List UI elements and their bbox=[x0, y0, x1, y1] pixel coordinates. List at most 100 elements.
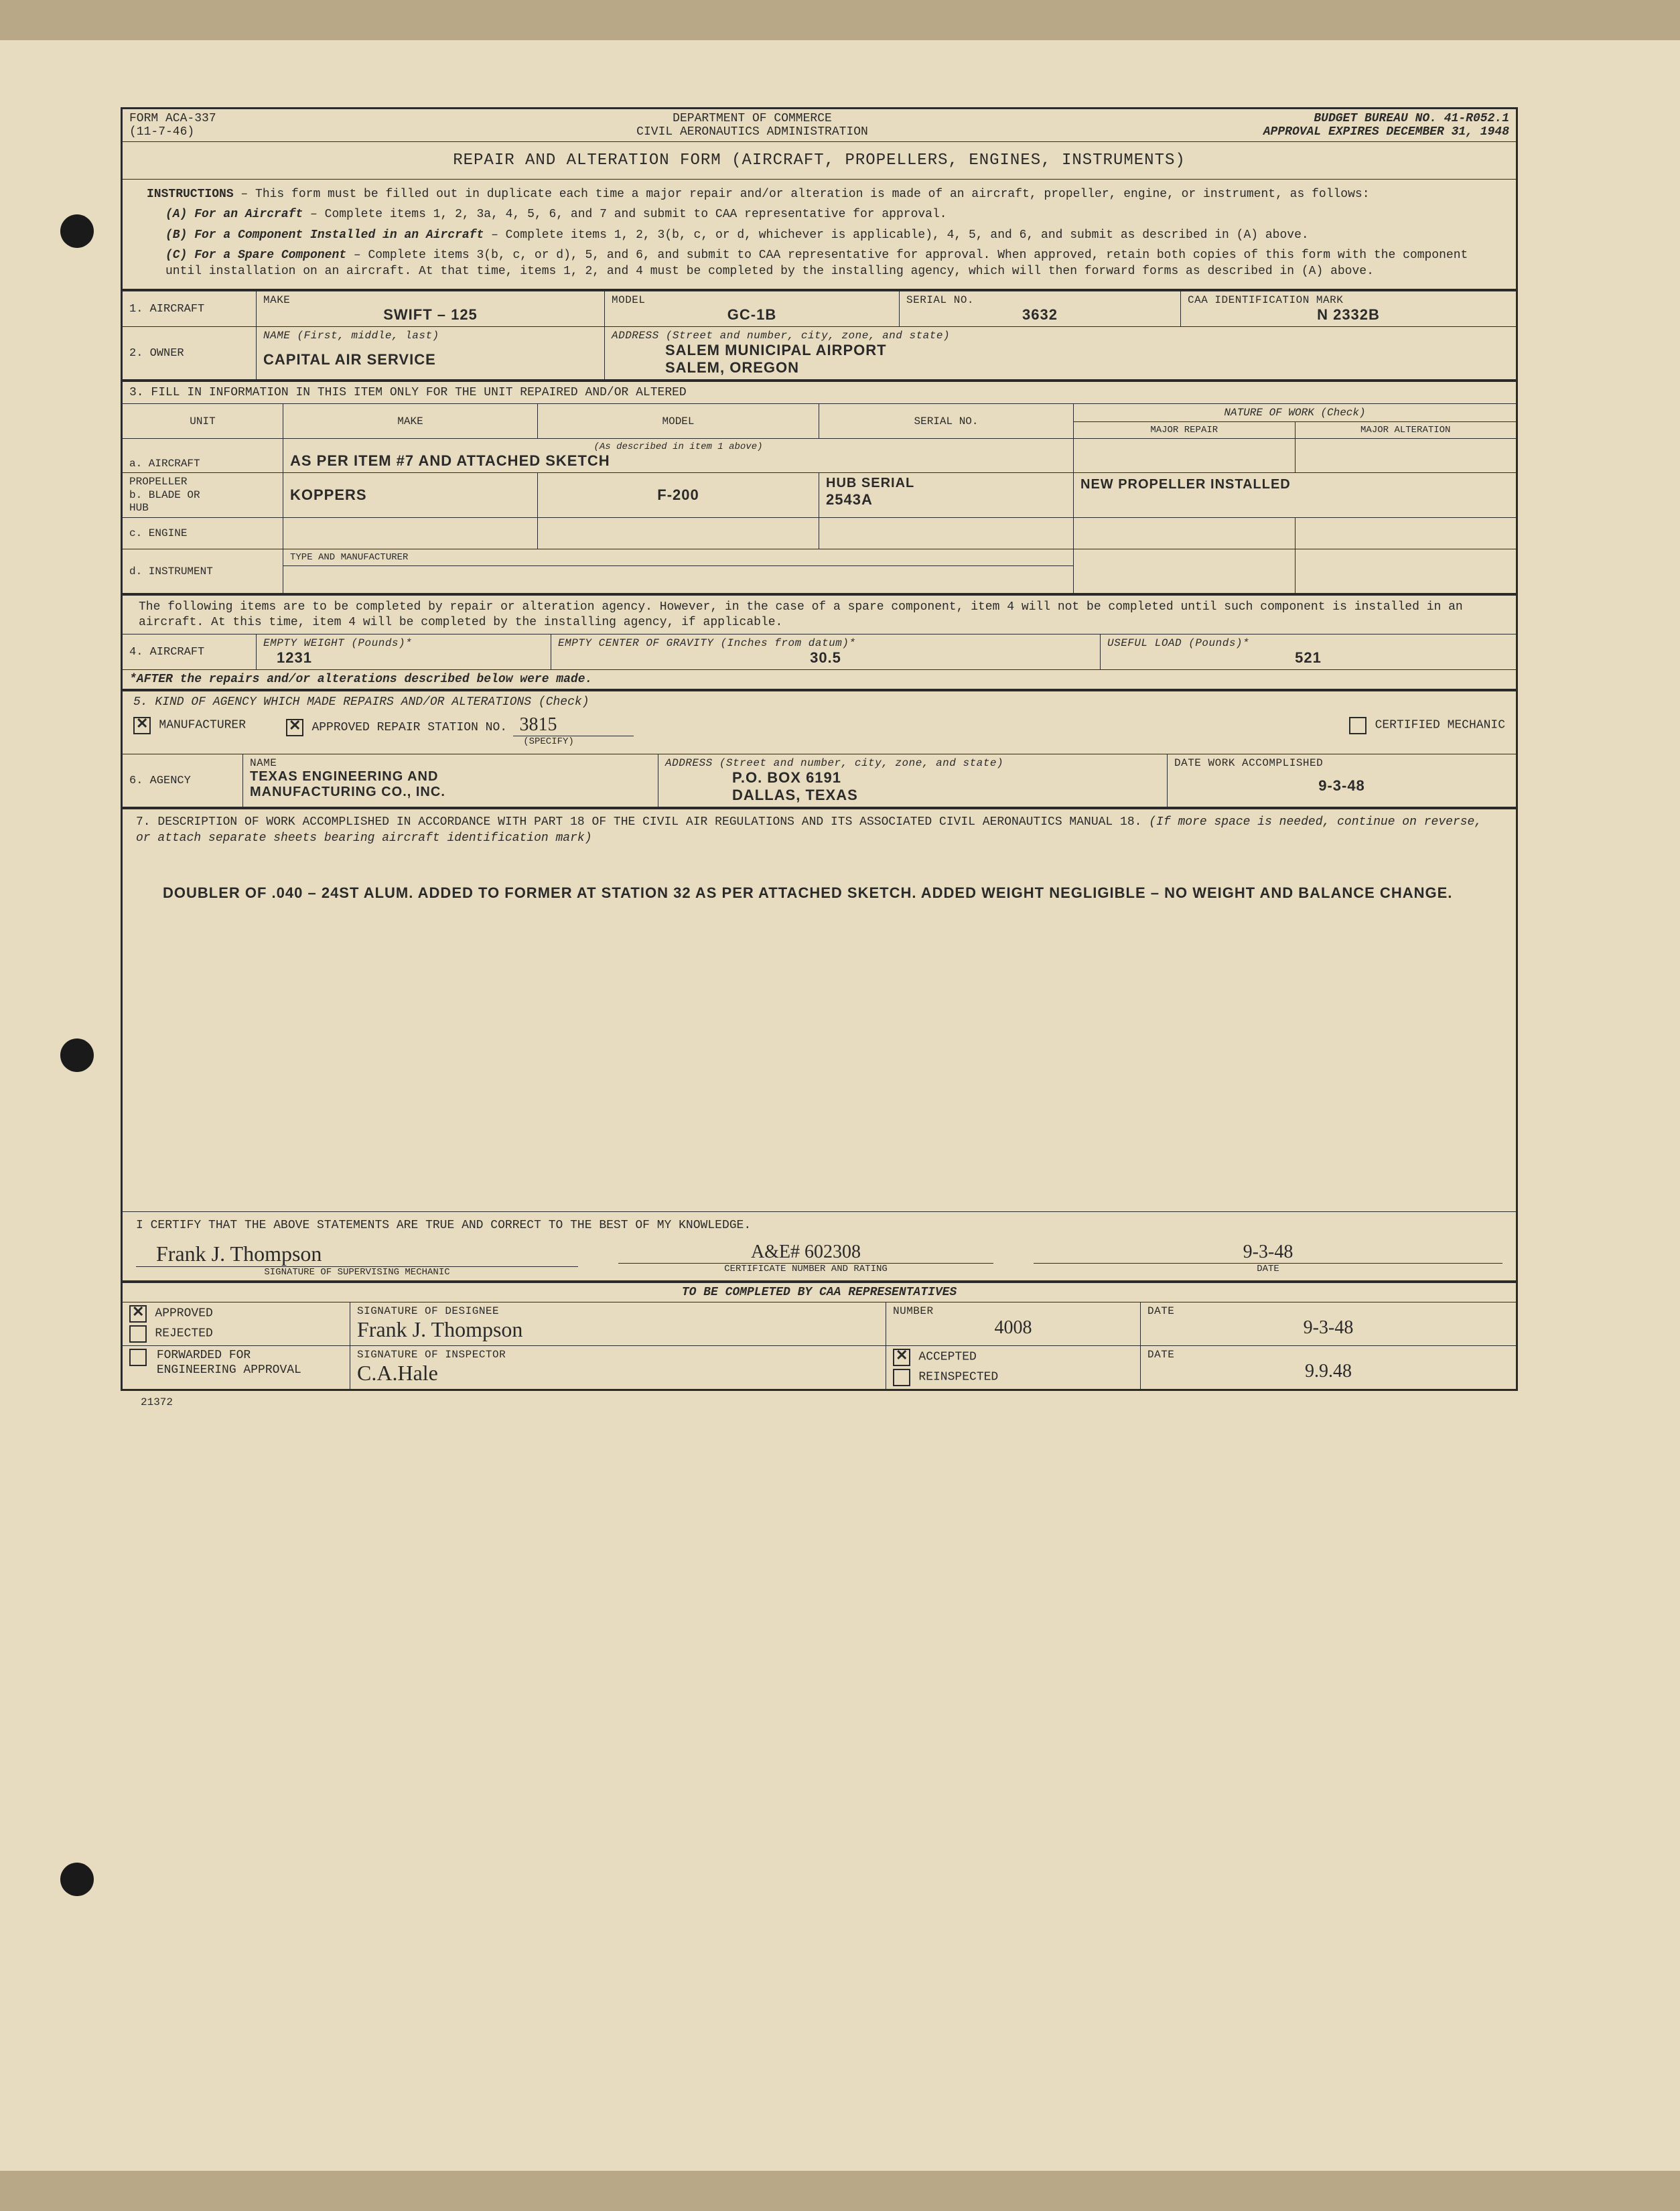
ew-label: EMPTY WEIGHT (Pounds)* bbox=[263, 637, 544, 649]
empty-weight: 1231 bbox=[263, 649, 544, 667]
hdr-serial: SERIAL NO. bbox=[819, 404, 1074, 438]
empty-cg: 30.5 bbox=[558, 649, 1093, 667]
hdr-nature: NATURE OF WORK (Check) bbox=[1074, 404, 1516, 422]
fwd-checkbox[interactable] bbox=[129, 1349, 147, 1366]
mid-note-row: The following items are to be completed … bbox=[123, 594, 1516, 634]
caa-row2: FORWARDED FOR ENGINEERING APPROVAL SIGNA… bbox=[123, 1346, 1516, 1389]
instr-c: (C) For a Spare Component – Complete ite… bbox=[147, 247, 1492, 280]
title-row: REPAIR AND ALTERATION FORM (AIRCRAFT, PR… bbox=[123, 142, 1516, 180]
mechanic-signature: Frank J. Thompson bbox=[136, 1242, 578, 1267]
model-label: MODEL bbox=[612, 294, 892, 306]
owner-addr-label: ADDRESS (Street and number, city, zone, … bbox=[612, 330, 1509, 342]
reinspected-checkbox[interactable] bbox=[893, 1369, 910, 1386]
caa-date1-label: DATE bbox=[1147, 1305, 1509, 1317]
cert-date-label: DATE bbox=[1034, 1264, 1502, 1274]
form-container: FORM ACA-337 (11-7-46) DEPARTMENT OF COM… bbox=[121, 107, 1518, 1391]
cert-statement: I CERTIFY THAT THE ABOVE STATEMENTS ARE … bbox=[136, 1219, 1502, 1232]
caa-date1: 9-3-48 bbox=[1147, 1317, 1509, 1339]
owner-addr2: SALEM, OREGON bbox=[612, 359, 1509, 377]
caa-date2: 9.9.48 bbox=[1147, 1361, 1509, 1382]
designee-signature: Frank J. Thompson bbox=[357, 1317, 879, 1342]
caa-date2-label: DATE bbox=[1147, 1349, 1509, 1361]
prop-make: KOPPERS bbox=[290, 486, 367, 504]
instr-b: (B) For a Component Installed in an Airc… bbox=[147, 227, 1492, 243]
agency-name2: MANUFACTURING CO., INC. bbox=[250, 785, 651, 800]
item1-row: 1. AIRCRAFT MAKE SWIFT – 125 MODEL GC-1B… bbox=[123, 289, 1516, 327]
item6-row: 6. AGENCY NAME TEXAS ENGINEERING AND MAN… bbox=[123, 754, 1516, 807]
header-row: FORM ACA-337 (11-7-46) DEPARTMENT OF COM… bbox=[123, 109, 1516, 142]
approved-checkbox[interactable] bbox=[129, 1305, 147, 1323]
certmech-checkbox[interactable] bbox=[1349, 717, 1367, 734]
sig-label: SIGNATURE OF SUPERVISING MECHANIC bbox=[136, 1267, 578, 1278]
item7-row: 7. DESCRIPTION OF WORK ACCOMPLISHED IN A… bbox=[123, 807, 1516, 1212]
hdr-model: MODEL bbox=[538, 404, 819, 438]
item2-row: 2. OWNER NAME (First, middle, last) CAPI… bbox=[123, 327, 1516, 380]
cert-row: I CERTIFY THAT THE ABOVE STATEMENTS ARE … bbox=[123, 1212, 1516, 1281]
make-label: MAKE bbox=[263, 294, 598, 306]
punch-hole bbox=[60, 214, 94, 248]
hdr-major-alt: MAJOR ALTERATION bbox=[1296, 422, 1517, 438]
item5-row: 5. KIND OF AGENCY WHICH MADE REPAIRS AND… bbox=[123, 689, 1516, 754]
punch-hole bbox=[60, 1038, 94, 1072]
agency-addr-label: ADDRESS (Street and number, city, zone, … bbox=[665, 757, 1160, 769]
item3a-label: a. AIRCRAFT bbox=[123, 439, 283, 472]
item3a-row: a. AIRCRAFT (As described in item 1 abov… bbox=[123, 439, 1516, 473]
accepted-option: ACCEPTED bbox=[893, 1349, 1133, 1366]
cert-date: 9-3-48 bbox=[1034, 1242, 1502, 1264]
aircraft-serial: 3632 bbox=[906, 306, 1174, 324]
item3b-label: PROPELLER b. BLADE OR HUB bbox=[123, 473, 283, 517]
manuf-checkbox[interactable] bbox=[133, 717, 151, 734]
instructions-block: INSTRUCTIONS – INSTRUCTIONS – This form … bbox=[123, 180, 1516, 289]
accepted-checkbox[interactable] bbox=[893, 1349, 910, 1366]
item3c-label: c. ENGINE bbox=[123, 518, 283, 549]
approval-line: APPROVAL EXPIRES DECEMBER 31, 1948 bbox=[1107, 125, 1509, 139]
fwd-option: FORWARDED FOR ENGINEERING APPROVAL bbox=[129, 1349, 343, 1378]
prop-serial-lbl: HUB SERIAL bbox=[826, 476, 1066, 491]
item3-title-row: 3. FILL IN INFORMATION IN THIS ITEM ONLY… bbox=[123, 380, 1516, 404]
prop-nature: NEW PROPELLER INSTALLED bbox=[1080, 476, 1509, 493]
rejected-checkbox[interactable] bbox=[129, 1325, 147, 1343]
useful-load: 521 bbox=[1107, 649, 1509, 667]
item4-row: 4. AIRCRAFT EMPTY WEIGHT (Pounds)* 1231 … bbox=[123, 634, 1516, 670]
agency-date-label: DATE WORK ACCOMPLISHED bbox=[1174, 757, 1509, 769]
item3c-row: c. ENGINE bbox=[123, 518, 1516, 549]
item3-title: 3. FILL IN INFORMATION IN THIS ITEM ONLY… bbox=[123, 382, 1516, 403]
item3b-row: PROPELLER b. BLADE OR HUB KOPPERS F-200 … bbox=[123, 473, 1516, 518]
punch-hole bbox=[60, 1863, 94, 1896]
caa-title: TO BE COMPLETED BY CAA REPRESENTATIVES bbox=[123, 1283, 1516, 1302]
aircraft-caa-mark: N 2332B bbox=[1188, 306, 1509, 324]
instructions-lead: INSTRUCTIONS – INSTRUCTIONS – This form … bbox=[147, 186, 1492, 202]
agency-addr2: DALLAS, TEXAS bbox=[665, 787, 1160, 804]
hdr-make: MAKE bbox=[283, 404, 538, 438]
agency-name-label: NAME bbox=[250, 757, 651, 769]
item3d-row: d. INSTRUMENT TYPE AND MANUFACTURER bbox=[123, 549, 1516, 594]
caa-row1: APPROVED REJECTED SIGNATURE OF DESIGNEE … bbox=[123, 1302, 1516, 1346]
specify-label: (SPECIFY) bbox=[415, 736, 683, 747]
serial-label: SERIAL NO. bbox=[906, 294, 1174, 306]
rejected-option: REJECTED bbox=[129, 1325, 343, 1343]
form-page: FORM ACA-337 (11-7-46) DEPARTMENT OF COM… bbox=[0, 40, 1680, 2171]
item6-label: 6. AGENCY bbox=[123, 754, 243, 807]
item4-label: 4. AIRCRAFT bbox=[123, 634, 257, 669]
item3d-sub: TYPE AND MANUFACTURER bbox=[283, 549, 1073, 566]
cg-label: EMPTY CENTER OF GRAVITY (Inches from dat… bbox=[558, 637, 1093, 649]
item3-header: UNIT MAKE MODEL SERIAL NO. NATURE OF WOR… bbox=[123, 404, 1516, 439]
agency-addr1: P.O. BOX 6191 bbox=[665, 769, 1160, 787]
certmech-option: CERTIFIED MECHANIC bbox=[1349, 717, 1505, 734]
caa-num-label: NUMBER bbox=[893, 1305, 1133, 1317]
form-number: FORM ACA-337 bbox=[129, 112, 397, 125]
approved-option: APPROVED bbox=[129, 1305, 343, 1323]
ars-checkbox[interactable] bbox=[286, 719, 303, 736]
manuf-option: MANUFACTURER bbox=[133, 717, 246, 734]
agency-name1: TEXAS ENGINEERING AND bbox=[250, 769, 651, 785]
form-date: (11-7-46) bbox=[129, 125, 397, 139]
reinspected-option: REINSPECTED bbox=[893, 1369, 1133, 1386]
dept-line: DEPARTMENT OF COMMERCE bbox=[411, 112, 1094, 125]
aircraft-make: SWIFT – 125 bbox=[263, 306, 598, 324]
mid-note: The following items are to be completed … bbox=[123, 596, 1516, 634]
agency-date: 9-3-48 bbox=[1174, 777, 1509, 795]
ars-number: 3815 bbox=[513, 714, 634, 736]
owner-addr1: SALEM MUNICIPAL AIRPORT bbox=[612, 342, 1509, 359]
item3d-label: d. INSTRUMENT bbox=[123, 549, 283, 593]
after-note-row: *AFTER the repairs and/or alterations de… bbox=[123, 670, 1516, 689]
